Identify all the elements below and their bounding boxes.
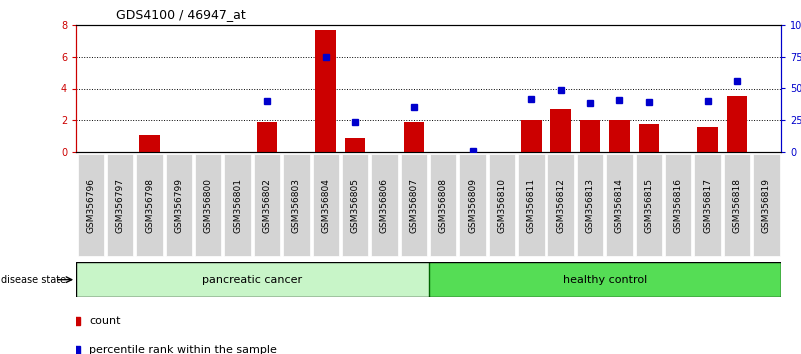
Text: GSM356810: GSM356810 bbox=[497, 178, 506, 233]
Bar bbox=[256, 122, 277, 152]
Text: GSM356811: GSM356811 bbox=[527, 178, 536, 233]
FancyBboxPatch shape bbox=[665, 154, 691, 256]
Text: GSM356802: GSM356802 bbox=[263, 178, 272, 233]
Text: count: count bbox=[89, 316, 120, 326]
FancyBboxPatch shape bbox=[636, 154, 662, 256]
Text: GSM356818: GSM356818 bbox=[732, 178, 742, 233]
FancyBboxPatch shape bbox=[312, 154, 339, 256]
Text: pancreatic cancer: pancreatic cancer bbox=[202, 275, 303, 285]
Text: GSM356806: GSM356806 bbox=[380, 178, 389, 233]
FancyBboxPatch shape bbox=[460, 154, 485, 256]
FancyBboxPatch shape bbox=[400, 154, 427, 256]
Bar bbox=[404, 122, 425, 152]
FancyBboxPatch shape bbox=[489, 154, 515, 256]
FancyBboxPatch shape bbox=[136, 154, 163, 256]
Bar bbox=[550, 109, 571, 152]
Text: GSM356807: GSM356807 bbox=[409, 178, 418, 233]
Bar bbox=[345, 138, 365, 152]
Text: GSM356805: GSM356805 bbox=[351, 178, 360, 233]
FancyBboxPatch shape bbox=[195, 154, 221, 256]
Bar bbox=[727, 96, 747, 152]
FancyBboxPatch shape bbox=[430, 154, 457, 256]
FancyBboxPatch shape bbox=[547, 154, 574, 256]
FancyBboxPatch shape bbox=[724, 154, 750, 256]
Bar bbox=[638, 124, 659, 152]
Bar bbox=[697, 127, 718, 152]
Bar bbox=[521, 120, 541, 152]
Text: GSM356813: GSM356813 bbox=[586, 178, 594, 233]
Bar bbox=[316, 29, 336, 152]
FancyBboxPatch shape bbox=[518, 154, 545, 256]
FancyBboxPatch shape bbox=[694, 154, 721, 256]
Text: GSM356815: GSM356815 bbox=[644, 178, 654, 233]
Text: healthy control: healthy control bbox=[562, 275, 647, 285]
Text: percentile rank within the sample: percentile rank within the sample bbox=[89, 346, 277, 354]
FancyBboxPatch shape bbox=[224, 154, 251, 256]
Text: GSM356804: GSM356804 bbox=[321, 178, 330, 233]
FancyBboxPatch shape bbox=[166, 154, 192, 256]
Text: GSM356814: GSM356814 bbox=[615, 178, 624, 233]
Bar bbox=[609, 120, 630, 152]
Text: GSM356801: GSM356801 bbox=[233, 178, 242, 233]
Text: GSM356799: GSM356799 bbox=[175, 178, 183, 233]
Text: GSM356798: GSM356798 bbox=[145, 178, 154, 233]
Text: GSM356819: GSM356819 bbox=[762, 178, 771, 233]
Bar bbox=[580, 120, 601, 152]
FancyBboxPatch shape bbox=[107, 154, 133, 256]
Text: disease state: disease state bbox=[1, 275, 66, 285]
Text: GSM356800: GSM356800 bbox=[203, 178, 213, 233]
Text: GDS4100 / 46947_at: GDS4100 / 46947_at bbox=[116, 8, 246, 21]
Text: GSM356797: GSM356797 bbox=[115, 178, 125, 233]
FancyBboxPatch shape bbox=[429, 262, 781, 297]
FancyBboxPatch shape bbox=[254, 154, 280, 256]
Text: GSM356812: GSM356812 bbox=[556, 178, 566, 233]
Text: GSM356803: GSM356803 bbox=[292, 178, 301, 233]
Text: GSM356796: GSM356796 bbox=[87, 178, 95, 233]
Text: GSM356817: GSM356817 bbox=[703, 178, 712, 233]
FancyBboxPatch shape bbox=[342, 154, 368, 256]
FancyBboxPatch shape bbox=[284, 154, 309, 256]
Bar bbox=[139, 135, 159, 152]
FancyBboxPatch shape bbox=[577, 154, 603, 256]
Text: GSM356809: GSM356809 bbox=[468, 178, 477, 233]
Text: GSM356816: GSM356816 bbox=[674, 178, 682, 233]
FancyBboxPatch shape bbox=[76, 262, 429, 297]
FancyBboxPatch shape bbox=[753, 154, 779, 256]
FancyBboxPatch shape bbox=[606, 154, 633, 256]
FancyBboxPatch shape bbox=[372, 154, 397, 256]
FancyBboxPatch shape bbox=[78, 154, 104, 256]
Text: GSM356808: GSM356808 bbox=[439, 178, 448, 233]
